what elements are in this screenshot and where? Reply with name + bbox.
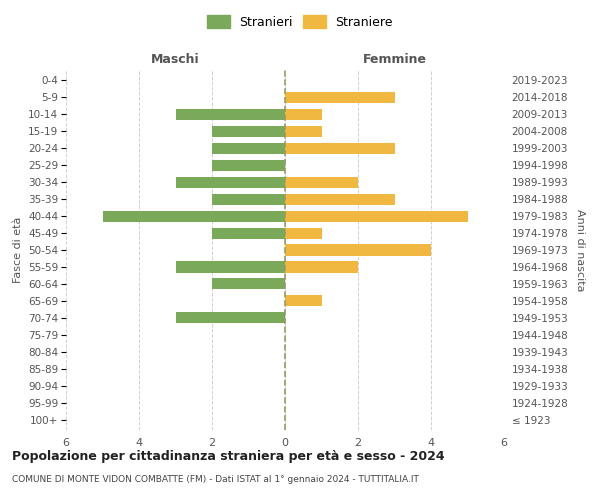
Bar (212, 160, 285, 170)
Bar (285, 228, 322, 238)
Bar (176, 312, 285, 324)
Bar (285, 92, 395, 102)
Bar (176, 262, 285, 272)
Y-axis label: Fasce di età: Fasce di età (13, 217, 23, 283)
Bar (285, 142, 395, 154)
Text: Popolazione per cittadinanza straniera per età e sesso - 2024: Popolazione per cittadinanza straniera p… (12, 450, 445, 463)
Bar (285, 262, 358, 272)
Bar (212, 278, 285, 289)
Legend: Stranieri, Straniere: Stranieri, Straniere (203, 11, 397, 32)
Bar (212, 228, 285, 238)
Text: Maschi: Maschi (151, 54, 200, 66)
Bar (212, 194, 285, 204)
Bar (176, 176, 285, 188)
Bar (103, 210, 285, 222)
Bar (212, 142, 285, 154)
Text: COMUNE DI MONTE VIDON COMBATTE (FM) - Dati ISTAT al 1° gennaio 2024 - TUTTITALIA: COMUNE DI MONTE VIDON COMBATTE (FM) - Da… (12, 475, 419, 484)
Y-axis label: Anni di nascita: Anni di nascita (575, 209, 585, 291)
Bar (212, 126, 285, 136)
Bar (285, 176, 358, 188)
Bar (176, 108, 285, 120)
Text: Femmine: Femmine (362, 54, 427, 66)
Bar (285, 244, 431, 256)
Bar (285, 194, 395, 204)
Bar (285, 108, 322, 120)
Bar (285, 126, 322, 136)
Bar (285, 296, 322, 306)
Bar (285, 210, 467, 222)
